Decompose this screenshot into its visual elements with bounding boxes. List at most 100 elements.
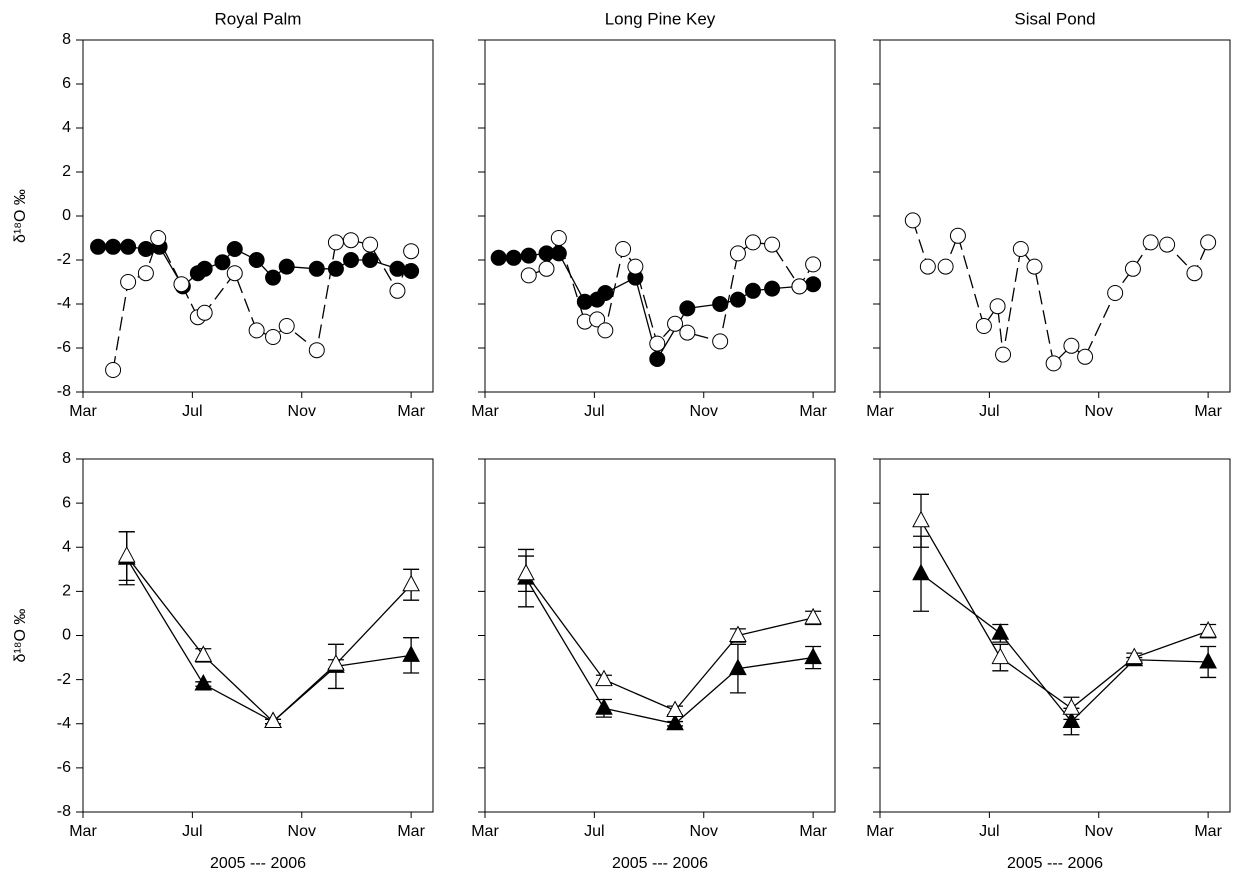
data-point — [150, 230, 167, 246]
data-point — [173, 276, 190, 293]
data-point — [615, 241, 632, 257]
data-point — [538, 260, 555, 277]
data-point — [90, 238, 107, 255]
y-axis-label: δ¹⁸O ‰ — [12, 189, 29, 243]
x-tick-label: Nov — [1085, 403, 1113, 420]
data-point — [1045, 355, 1062, 372]
data-point — [278, 318, 295, 334]
data-point — [265, 329, 282, 345]
x-tick-label: Nov — [288, 403, 316, 420]
data-point — [214, 254, 231, 271]
series-line — [525, 577, 814, 725]
data-point — [117, 546, 136, 563]
data-point — [589, 311, 606, 328]
series-line — [112, 236, 412, 371]
data-point — [105, 362, 122, 378]
data-point — [1026, 258, 1043, 275]
data-point — [1159, 236, 1176, 253]
series-line — [126, 557, 412, 723]
data-point — [1062, 698, 1081, 715]
data-point — [764, 280, 781, 297]
y-tick-label: 4 — [62, 119, 71, 136]
data-point — [490, 249, 507, 266]
data-point — [1142, 234, 1159, 251]
data-point — [712, 333, 729, 350]
x-tick-label: Nov — [690, 403, 718, 420]
series-line — [126, 555, 412, 723]
data-point — [1063, 337, 1080, 354]
data-point — [517, 563, 535, 581]
data-point — [248, 252, 265, 268]
data-point — [1199, 621, 1217, 638]
data-point — [137, 241, 154, 257]
data-point — [804, 647, 822, 665]
y-tick-label: 0 — [62, 207, 71, 224]
data-point — [342, 232, 359, 249]
data-point — [919, 258, 936, 275]
data-point — [805, 276, 822, 293]
y-tick-label: -2 — [57, 251, 71, 268]
data-point — [904, 212, 921, 229]
x-tick-label: Nov — [690, 823, 718, 840]
y-tick-label: -2 — [57, 671, 71, 688]
data-point — [1186, 265, 1203, 282]
x-tick-label: Jul — [182, 823, 202, 840]
data-point — [226, 241, 243, 257]
x-axis-label: 2005 --- 2006 — [1007, 855, 1103, 872]
data-point — [712, 296, 729, 312]
data-point — [666, 700, 684, 718]
y-tick-label: 2 — [62, 163, 71, 180]
data-point — [595, 698, 613, 715]
data-point — [362, 236, 379, 253]
plot-frame — [82, 39, 434, 393]
data-point — [196, 260, 213, 277]
data-point — [679, 300, 696, 317]
x-axis-label: 2005 --- 2006 — [612, 855, 708, 872]
y-tick-label: -6 — [57, 339, 71, 356]
x-tick-label: Jul — [584, 403, 604, 420]
y-tick-label: -6 — [57, 759, 71, 776]
data-point — [505, 249, 522, 266]
data-point — [791, 278, 808, 295]
data-point — [949, 227, 966, 244]
x-tick-label: Mar — [1194, 403, 1222, 420]
data-point — [389, 282, 406, 299]
data-point — [308, 260, 325, 277]
data-point — [995, 346, 1012, 363]
y-axis-label: δ¹⁸O ‰ — [12, 609, 29, 663]
data-point — [744, 234, 761, 251]
y-tick-label: 0 — [62, 627, 71, 644]
y-tick-label: 6 — [62, 494, 71, 511]
data-point — [989, 298, 1006, 315]
data-point — [1125, 647, 1144, 665]
plot-frame — [484, 458, 836, 813]
x-tick-label: Mar — [69, 823, 97, 840]
x-tick-label: Mar — [471, 403, 499, 420]
data-point — [1107, 285, 1124, 301]
data-point — [248, 322, 265, 339]
x-tick-label: Mar — [1194, 823, 1222, 840]
data-point — [265, 269, 282, 286]
data-point — [1012, 241, 1029, 257]
plot-frame — [82, 458, 434, 813]
data-point — [120, 274, 137, 290]
y-tick-label: 6 — [62, 75, 71, 92]
data-point — [666, 713, 684, 731]
y-tick-label: -8 — [57, 383, 71, 400]
data-point — [278, 258, 295, 275]
data-point — [729, 625, 747, 642]
x-tick-label: Mar — [799, 823, 827, 840]
data-point — [597, 285, 614, 301]
data-point — [342, 252, 359, 268]
y-tick-label: 8 — [62, 450, 71, 467]
data-point — [402, 574, 420, 592]
data-point — [937, 258, 954, 275]
x-tick-label: Mar — [866, 403, 894, 420]
y-tick-label: 4 — [62, 538, 71, 555]
data-point — [991, 647, 1010, 665]
data-point — [975, 318, 992, 334]
x-tick-label: Mar — [471, 823, 499, 840]
x-tick-label: Jul — [584, 823, 604, 840]
data-point — [595, 669, 613, 687]
